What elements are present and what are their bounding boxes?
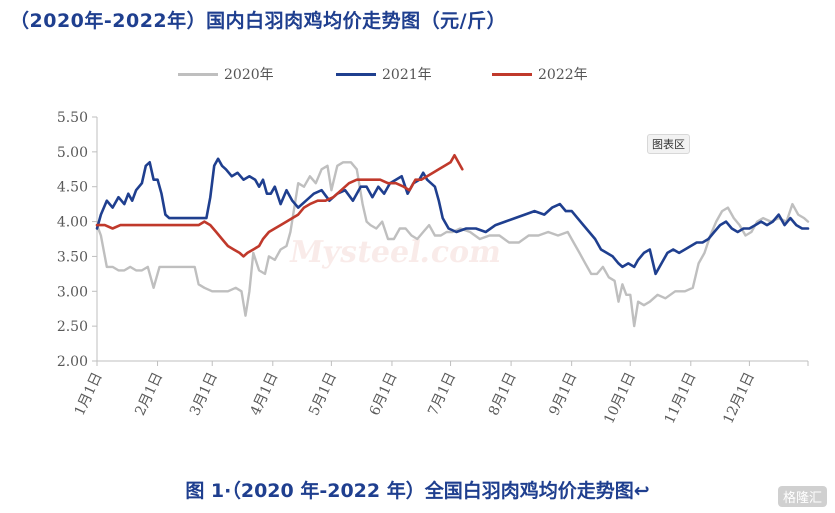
x-tick-label: 12月1日: [720, 370, 758, 426]
legend-label-2020: 2020年: [224, 67, 274, 83]
y-tick-label: 4.50: [57, 180, 88, 196]
chart-legend: 2020年 2021年 2022年: [0, 64, 835, 86]
series-line-2022年: [95, 154, 464, 258]
y-tick-label: 2.50: [57, 319, 88, 335]
x-tick-label: 2月1日: [132, 370, 166, 418]
x-tick-label: 9月1日: [546, 370, 580, 418]
x-tick-label: 5月1日: [306, 370, 340, 418]
series-line-2021年: [95, 157, 810, 276]
legend-item-2022: 2022年: [492, 64, 588, 84]
x-tick-label: 4月1日: [248, 370, 282, 418]
y-tick-label: 3.50: [57, 249, 88, 265]
chart-axes: 2.00 2.50 3.00 3.50 4.00 4.50 5.00 5.50 1月1日 2月1日…: [57, 110, 809, 426]
legend-label-2021: 2021年: [382, 67, 432, 83]
series-line-2020年: [95, 161, 810, 328]
x-tick-label: 6月1日: [367, 370, 401, 418]
corner-badge: 格隆汇: [777, 486, 827, 507]
legend-swatch-2021: [336, 72, 376, 76]
figure-caption: 图 1·（2020 年-2022 年）全国白羽肉鸡均价走势图↩: [185, 480, 650, 502]
y-tick-label: 4.00: [57, 215, 88, 231]
legend-item-2021: 2021年: [336, 64, 432, 84]
x-tick-label: 3月1日: [187, 370, 221, 418]
y-tick-label: 5.00: [57, 145, 88, 161]
watermark: Mysteel.com: [287, 235, 504, 270]
x-tick-label: 8月1日: [486, 370, 520, 418]
x-tick-label: 10月1日: [601, 370, 639, 426]
x-tick-label: 7月1日: [425, 370, 459, 418]
chart-area-tooltip: 图表区: [647, 134, 690, 154]
x-tick-label: 1月1日: [72, 370, 106, 418]
x-tick-label: 11月1日: [662, 370, 700, 426]
y-tick-label: 5.50: [57, 110, 88, 126]
legend-item-2020: 2020年: [178, 64, 274, 84]
y-tick-label: 2.00: [57, 354, 88, 370]
chart-series: [95, 154, 810, 328]
legend-swatch-2020: [178, 72, 218, 76]
chart-title: （2020年-2022年）国内白羽肉鸡均价走势图（元/斤）: [10, 10, 507, 32]
legend-label-2022: 2022年: [538, 67, 588, 83]
legend-swatch-2022: [492, 72, 532, 76]
y-tick-label: 3.00: [57, 284, 88, 300]
